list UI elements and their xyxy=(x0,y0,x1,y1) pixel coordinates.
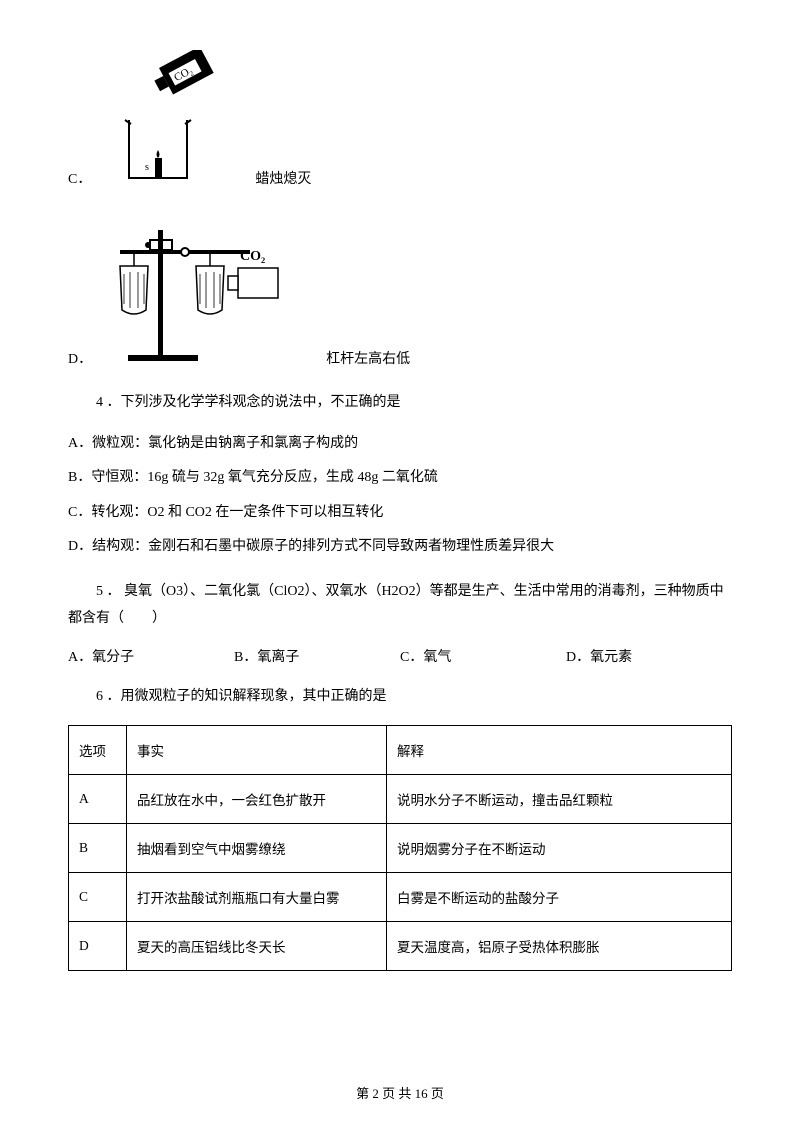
q4-text: 4 ．下列涉及化学学科观念的说法中，不正确的是 xyxy=(68,390,732,417)
table-row: D 夏天的高压铝线比冬天长 夏天温度高，铝原子受热体积膨胀 xyxy=(69,921,732,970)
footer-mid: 页 共 xyxy=(379,1086,415,1101)
q4-b: B．守恒观：16g 硫与 32g 氧气充分反应，生成 48g 二氧化硫 xyxy=(68,465,732,492)
diagram-d: CO₂ xyxy=(100,210,290,370)
option-d-label: D． xyxy=(68,348,92,370)
q5-b: B．氧离子 xyxy=(234,646,400,666)
cell: 打开浓盐酸试剂瓶瓶口有大量白雾 xyxy=(127,872,387,921)
option-c-row: C． CO₂ s 蜡烛熄灭 xyxy=(68,50,732,190)
th-c1: 选项 xyxy=(69,725,127,774)
cell: A xyxy=(69,774,127,823)
q5-a: A．氧分子 xyxy=(68,646,234,666)
option-c-text: 蜡烛熄灭 xyxy=(255,168,311,190)
page-footer: 第 2 页 共 16 页 xyxy=(0,1083,800,1102)
diagram-c: CO₂ s xyxy=(99,50,219,190)
cell: 白雾是不断运动的盐酸分子 xyxy=(387,872,732,921)
q4-d: D．结构观：金刚石和石墨中碳原子的排列方式不同导致两者物理性质差异很大 xyxy=(68,534,732,561)
cell: 抽烟看到空气中烟雾缭绕 xyxy=(127,823,387,872)
th-c2: 事实 xyxy=(127,725,387,774)
footer-left: 第 xyxy=(356,1086,372,1101)
cell: 说明烟雾分子在不断运动 xyxy=(387,823,732,872)
q5-d: D．氧元素 xyxy=(566,646,732,666)
table-row: A 品红放在水中，一会红色扩散开 说明水分子不断运动，撞击品红颗粒 xyxy=(69,774,732,823)
q5-c: C．氧气 xyxy=(400,646,566,666)
cell: 夏天温度高，铝原子受热体积膨胀 xyxy=(387,921,732,970)
cell: 夏天的高压铝线比冬天长 xyxy=(127,921,387,970)
table-header: 选项 事实 解释 xyxy=(69,725,732,774)
option-d-text: 杠杆左高右低 xyxy=(326,348,410,370)
cell: 品红放在水中，一会红色扩散开 xyxy=(127,774,387,823)
cell: 说明水分子不断运动，撞击品红颗粒 xyxy=(387,774,732,823)
footer-total: 16 xyxy=(415,1086,428,1101)
footer-right: 页 xyxy=(428,1086,444,1101)
q4-c: C．转化观：O2 和 CO2 在一定条件下可以相互转化 xyxy=(68,500,732,527)
th-c3: 解释 xyxy=(387,725,732,774)
option-c-label: C． xyxy=(68,168,91,190)
cell: C xyxy=(69,872,127,921)
option-d-row: D． xyxy=(68,210,732,370)
co2-label-d: CO₂ xyxy=(240,249,265,264)
cell: B xyxy=(69,823,127,872)
table-row: B 抽烟看到空气中烟雾缭绕 说明烟雾分子在不断运动 xyxy=(69,823,732,872)
q6-text: 6 ．用微观粒子的知识解释现象，其中正确的是 xyxy=(68,684,732,711)
q6-table: 选项 事实 解释 A 品红放在水中，一会红色扩散开 说明水分子不断运动，撞击品红… xyxy=(68,725,732,971)
table-row: C 打开浓盐酸试剂瓶瓶口有大量白雾 白雾是不断运动的盐酸分子 xyxy=(69,872,732,921)
cell: D xyxy=(69,921,127,970)
q4-a: A．微粒观：氯化钠是由钠离子和氯离子构成的 xyxy=(68,431,732,458)
svg-text:s: s xyxy=(145,162,149,173)
q5-text: 5 ． 臭氧（O3）、二氧化氯（ClO2）、双氧水（H2O2）等都是生产、生活中… xyxy=(68,579,732,632)
q5-choices: A．氧分子 B．氧离子 C．氧气 D．氧元素 xyxy=(68,646,732,666)
